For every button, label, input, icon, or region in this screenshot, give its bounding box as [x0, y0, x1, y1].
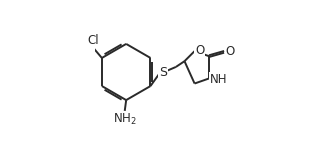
Text: S: S: [159, 66, 167, 79]
Text: NH: NH: [210, 73, 228, 86]
Text: O: O: [225, 45, 235, 58]
Text: NH$_2$: NH$_2$: [113, 112, 137, 127]
Text: O: O: [195, 44, 204, 57]
Text: Cl: Cl: [87, 34, 99, 47]
